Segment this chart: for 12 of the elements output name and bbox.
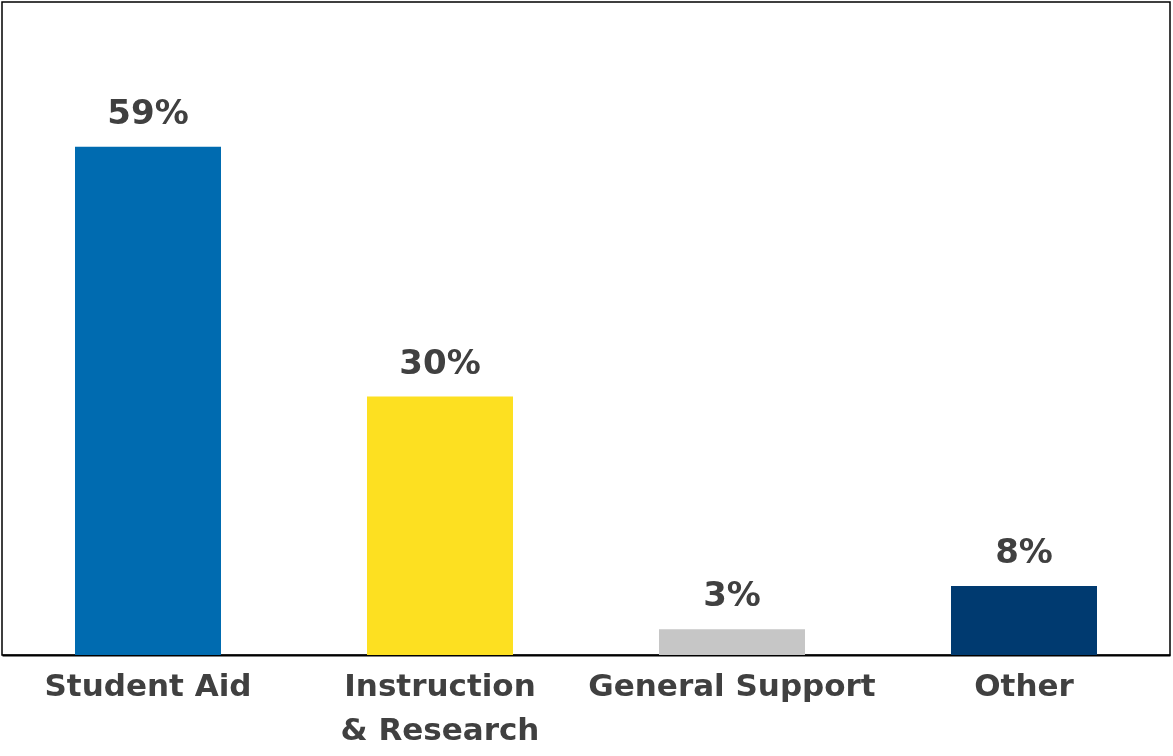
data-label: 59% xyxy=(107,91,189,132)
bar xyxy=(951,586,1097,655)
data-label: 8% xyxy=(995,531,1053,572)
data-label: 3% xyxy=(703,574,761,615)
x-tick-label: Other xyxy=(974,666,1075,703)
x-tick-label: General Support xyxy=(588,666,876,703)
x-tick-label: Student Aid xyxy=(44,666,252,703)
x-tick-label: Instruction & Research xyxy=(340,666,540,747)
bar xyxy=(367,396,513,655)
data-label: 30% xyxy=(399,341,481,382)
bar xyxy=(75,146,221,655)
bar xyxy=(659,629,805,655)
